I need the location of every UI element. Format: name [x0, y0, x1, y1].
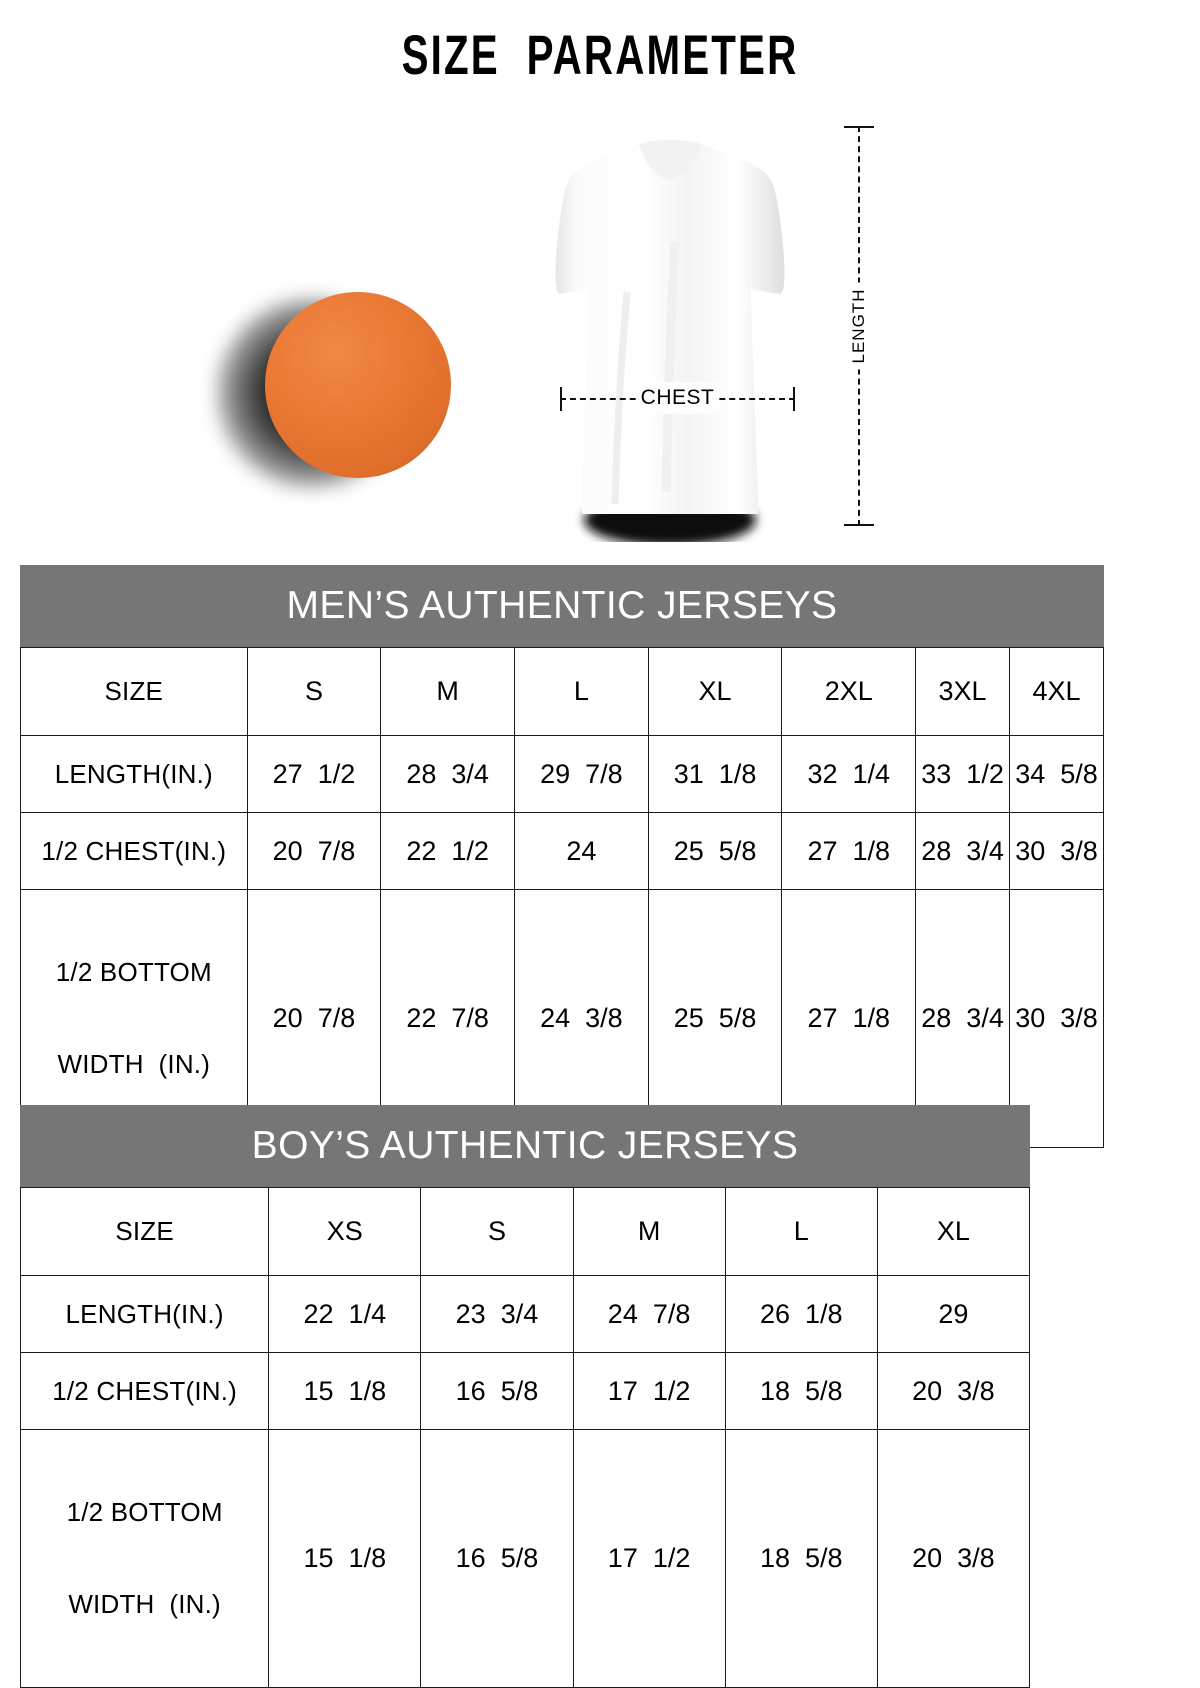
basketball-illustration: [215, 270, 485, 520]
row-label-line-1: 1/2 BOTTOM: [55, 957, 212, 987]
mens-size-table: SIZE S M L XL 2XL 3XL 4XL LENGTH(IN.) 27…: [20, 647, 1104, 1149]
header-cell-s: S: [246, 647, 382, 736]
row-label-half-chest: 1/2 CHEST(IN.): [19, 1352, 270, 1430]
boys-chart-banner: BOY’S AUTHENTIC JERSEYS: [20, 1105, 1030, 1187]
table-row: LENGTH(IN.) 22 1/4 23 3/4 24 7/8 26 1/8 …: [19, 1275, 1031, 1353]
cell-chest-4xl: 30 3/8: [1009, 812, 1104, 890]
header-cell-l: L: [724, 1187, 878, 1276]
cell-length-m: 28 3/4: [380, 735, 515, 813]
cell-chest-l: 18 5/8: [724, 1352, 878, 1430]
mens-chart-banner: MEN’S AUTHENTIC JERSEYS: [20, 565, 1104, 647]
cell-length-3xl: 33 1/2: [915, 735, 1011, 813]
row-label-half-chest: 1/2 CHEST(IN.): [20, 812, 248, 890]
header-cell-size: SIZE: [20, 647, 248, 736]
basketball-icon: [265, 292, 451, 478]
table-row: 1/2 CHEST(IN.) 15 1/8 16 5/8 17 1/2 18 5…: [19, 1352, 1031, 1430]
page-title: SIZE PARAMETER: [401, 23, 799, 86]
cell-length-s: 27 1/2: [246, 735, 382, 813]
cell-chest-xs: 15 1/8: [268, 1352, 422, 1430]
row-label-half-bottom-width: 1/2 BOTTOM WIDTH (IN.): [19, 1428, 270, 1688]
chest-measurement-line: CHEST: [560, 382, 795, 416]
cell-chest-2xl: 27 1/8: [781, 812, 917, 890]
cell-chest-3xl: 28 3/4: [915, 812, 1011, 890]
header-cell-xl: XL: [647, 647, 783, 736]
table-row: 1/2 BOTTOM WIDTH (IN.) 20 7/8 22 7/8 24 …: [20, 888, 1104, 1149]
boys-size-table: SIZE XS S M L XL LENGTH(IN.) 22 1/4 23 3…: [19, 1187, 1031, 1688]
cell-chest-m: 17 1/2: [572, 1352, 726, 1430]
row-label-line-1: 1/2 BOTTOM: [66, 1497, 223, 1527]
cell-length-4xl: 34 5/8: [1009, 735, 1104, 813]
cell-chest-l: 24: [514, 812, 649, 890]
length-cap-top: [844, 126, 874, 128]
jersey-illustration: [535, 122, 805, 542]
row-label-line-2: WIDTH (IN.): [57, 1048, 211, 1079]
jersey-graphic: [555, 140, 785, 542]
cell-bottom-l: 18 5/8: [724, 1428, 878, 1688]
cell-chest-xl: 25 5/8: [647, 812, 783, 890]
chest-cap-right: [793, 387, 795, 411]
header-cell-2xl: 2XL: [781, 647, 917, 736]
cell-bottom-xs: 15 1/8: [268, 1428, 422, 1688]
table-row: 1/2 CHEST(IN.) 20 7/8 22 1/2 24 25 5/8 2…: [20, 812, 1104, 890]
row-label-line-2: WIDTH (IN.): [68, 1588, 221, 1619]
header-cell-s: S: [420, 1187, 574, 1276]
table-row: LENGTH(IN.) 27 1/2 28 3/4 29 7/8 31 1/8 …: [20, 735, 1104, 813]
cell-chest-xl: 20 3/8: [876, 1352, 1031, 1430]
chest-cap-left: [560, 387, 562, 411]
header-cell-4xl: 4XL: [1009, 647, 1104, 736]
row-label-length: LENGTH(IN.): [19, 1275, 270, 1353]
cell-length-xs: 22 1/4: [268, 1275, 422, 1353]
mens-size-chart: MEN’S AUTHENTIC JERSEYS SIZE S M L XL 2X…: [20, 565, 1104, 1149]
length-cap-bottom: [844, 524, 874, 526]
table-header-row: SIZE S M L XL 2XL 3XL 4XL: [20, 647, 1104, 736]
header-cell-m: M: [380, 647, 515, 736]
table-row: 1/2 BOTTOM WIDTH (IN.) 15 1/8 16 5/8 17 …: [19, 1428, 1031, 1688]
cell-bottom-m: 17 1/2: [572, 1428, 726, 1688]
cell-chest-s: 16 5/8: [420, 1352, 574, 1430]
cell-bottom-xl: 20 3/8: [876, 1428, 1031, 1688]
length-label: LENGTH: [846, 282, 872, 370]
header-cell-m: M: [572, 1187, 726, 1276]
boys-size-chart: BOY’S AUTHENTIC JERSEYS SIZE XS S M L XL…: [19, 1105, 1031, 1688]
chest-label: CHEST: [635, 382, 720, 414]
cell-length-2xl: 32 1/4: [781, 735, 917, 813]
product-illustration: CHEST LENGTH: [0, 110, 1200, 550]
header-cell-xl: XL: [876, 1187, 1031, 1276]
length-measurement-line: LENGTH: [840, 126, 880, 526]
header-cell-3xl: 3XL: [915, 647, 1011, 736]
cell-length-s: 23 3/4: [420, 1275, 574, 1353]
cell-chest-s: 20 7/8: [246, 812, 382, 890]
table-header-row: SIZE XS S M L XL: [19, 1187, 1031, 1276]
header-cell-xs: XS: [268, 1187, 422, 1276]
cell-bottom-s: 16 5/8: [420, 1428, 574, 1688]
cell-length-xl: 31 1/8: [647, 735, 783, 813]
cell-length-m: 24 7/8: [572, 1275, 726, 1353]
cell-length-xl: 29: [876, 1275, 1031, 1353]
cell-chest-m: 22 1/2: [380, 812, 515, 890]
header-cell-size: SIZE: [19, 1187, 270, 1276]
row-label-length: LENGTH(IN.): [20, 735, 248, 813]
header-cell-l: L: [514, 647, 649, 736]
cell-length-l: 29 7/8: [514, 735, 649, 813]
cell-length-l: 26 1/8: [724, 1275, 878, 1353]
